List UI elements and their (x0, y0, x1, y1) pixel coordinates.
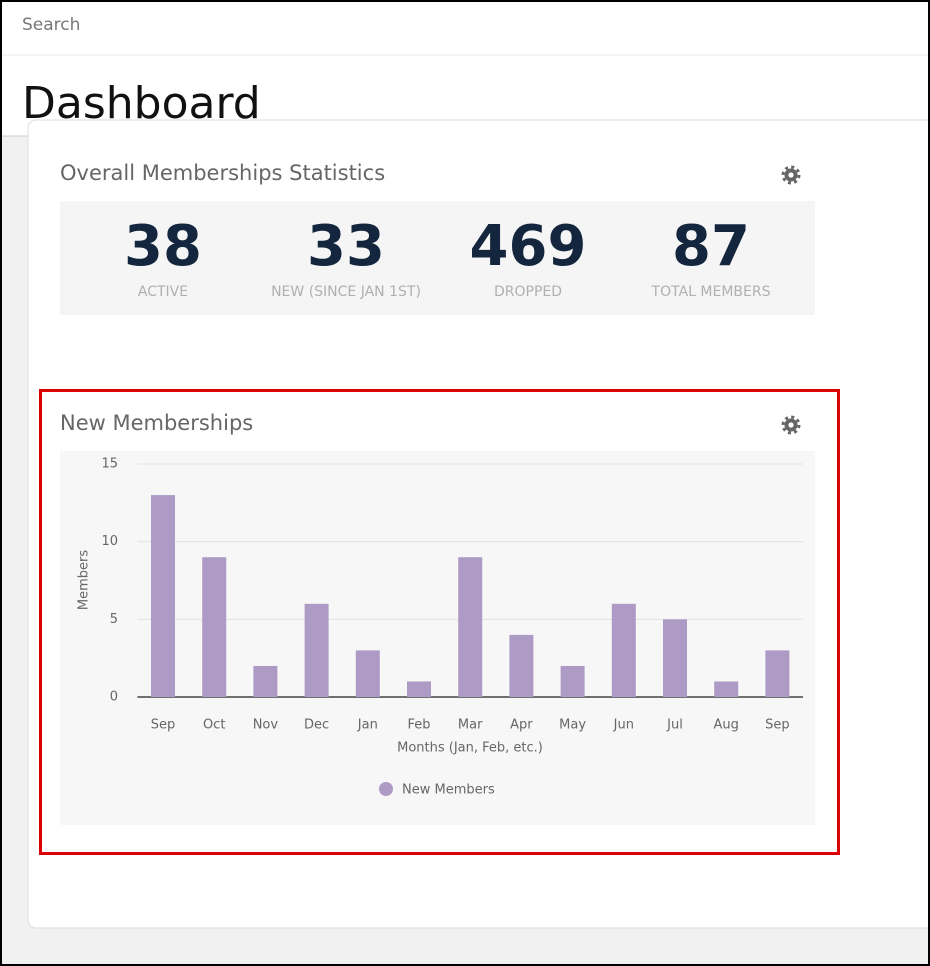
x-tick-label: Sep (765, 718, 790, 733)
bar (253, 665, 278, 697)
chart: 0 5 10 15 Sep Oct Nov Dec Jan Feb Mar Apr May Jun Jul A… (101, 457, 803, 798)
x-tick-label: Sep (151, 718, 176, 733)
x-tick-label: Jan (357, 718, 378, 733)
y-tick-label: 5 (110, 612, 118, 627)
y-tick-label: 15 (101, 457, 118, 472)
stat-label: DROPPED (494, 284, 562, 300)
x-tick-label: Nov (253, 718, 279, 733)
highlight-box (39, 389, 840, 855)
x-tick-label: Jul (666, 718, 683, 733)
stat-label: NEW (SINCE JAN 1ST) (271, 284, 421, 300)
x-tick-label: Apr (510, 718, 533, 733)
bar (355, 650, 380, 697)
x-tick-label: Mar (458, 718, 483, 733)
x-axis-label: Months (Jan, Feb, etc.) (397, 741, 543, 756)
x-tick-label: Dec (304, 718, 329, 733)
stat-label: ACTIVE (138, 284, 188, 300)
legend-label: New Members (402, 783, 495, 798)
chart-area (60, 451, 815, 825)
stat-value: 87 (672, 214, 750, 279)
settings-gear[interactable] (781, 165, 801, 185)
stats-items: 38 ACTIVE 33 NEW (SINCE JAN 1ST) 469 DROPPED 8… (124, 214, 771, 300)
y-tick-label: 0 (110, 690, 118, 705)
bar (611, 603, 636, 697)
stat-value: 38 (124, 214, 202, 279)
y-axis-label: Members (77, 550, 92, 610)
bar (304, 603, 329, 697)
stat-value: 469 (470, 214, 587, 279)
bar (560, 665, 585, 697)
bar (202, 557, 227, 697)
x-tick-label: Jun (613, 718, 634, 733)
bar (663, 619, 687, 697)
stat-value: 33 (307, 214, 385, 279)
bar (509, 634, 534, 697)
y-tick-label: 10 (101, 534, 118, 549)
bar (765, 650, 790, 697)
bar (458, 557, 483, 697)
x-tick-label: Feb (407, 718, 430, 733)
bar (714, 681, 739, 697)
settings-gear[interactable] (781, 415, 801, 435)
stats-box (60, 201, 815, 315)
x-tick-label: Aug (714, 718, 739, 733)
x-tick-label: Oct (203, 718, 225, 733)
header (0, 0, 930, 136)
chart-title: New Memberships (60, 411, 253, 435)
search-input[interactable]: Search (22, 15, 80, 35)
bar (151, 495, 175, 697)
stat-label: TOTAL MEMBERS (651, 284, 771, 300)
legend-marker (379, 782, 393, 796)
bar (407, 681, 431, 697)
x-tick-label: May (559, 718, 586, 733)
stats-title: Overall Memberships Statistics (60, 161, 385, 185)
